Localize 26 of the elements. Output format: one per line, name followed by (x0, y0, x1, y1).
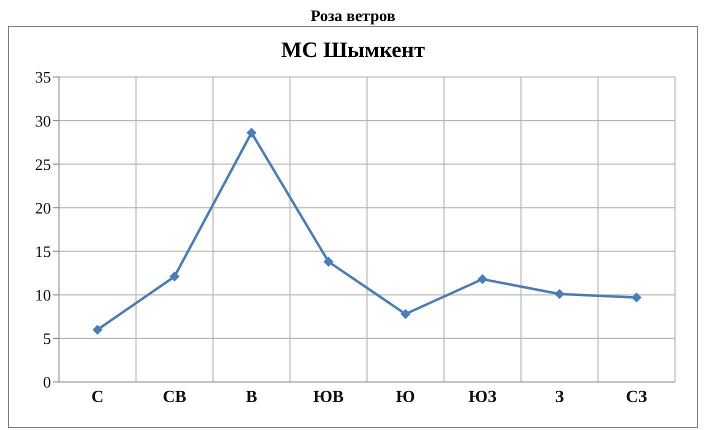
chart-title: Роза ветров (310, 8, 396, 26)
y-tick-label: 30 (35, 113, 51, 130)
point (246, 128, 256, 138)
point (92, 324, 102, 335)
y-tick-label: 15 (35, 244, 51, 261)
point (170, 272, 180, 282)
y-tick-label: 20 (35, 200, 51, 218)
y-tick-label: 25 (35, 156, 51, 174)
point (324, 256, 334, 267)
point (632, 292, 642, 302)
x-tick-label: С (91, 387, 104, 406)
x-tick-label: СВ (162, 387, 186, 406)
y-tick-label: 35 (35, 70, 51, 87)
y-tick-label: 0 (43, 374, 51, 392)
x-tick-label: ЮВ (313, 387, 344, 406)
x-tick-label: Ю (396, 387, 416, 406)
x-tick-label: СЗ (626, 387, 648, 406)
point (478, 274, 488, 284)
x-tick-label: З (555, 387, 564, 406)
point (400, 309, 410, 320)
chart-subtitle: МС Шымкент (280, 37, 426, 63)
x-tick-label: ЮЗ (468, 387, 497, 406)
y-tick-label: 5 (43, 331, 51, 348)
y-tick-label: 10 (35, 288, 51, 305)
point (554, 288, 564, 299)
x-tick-label: В (246, 387, 258, 406)
